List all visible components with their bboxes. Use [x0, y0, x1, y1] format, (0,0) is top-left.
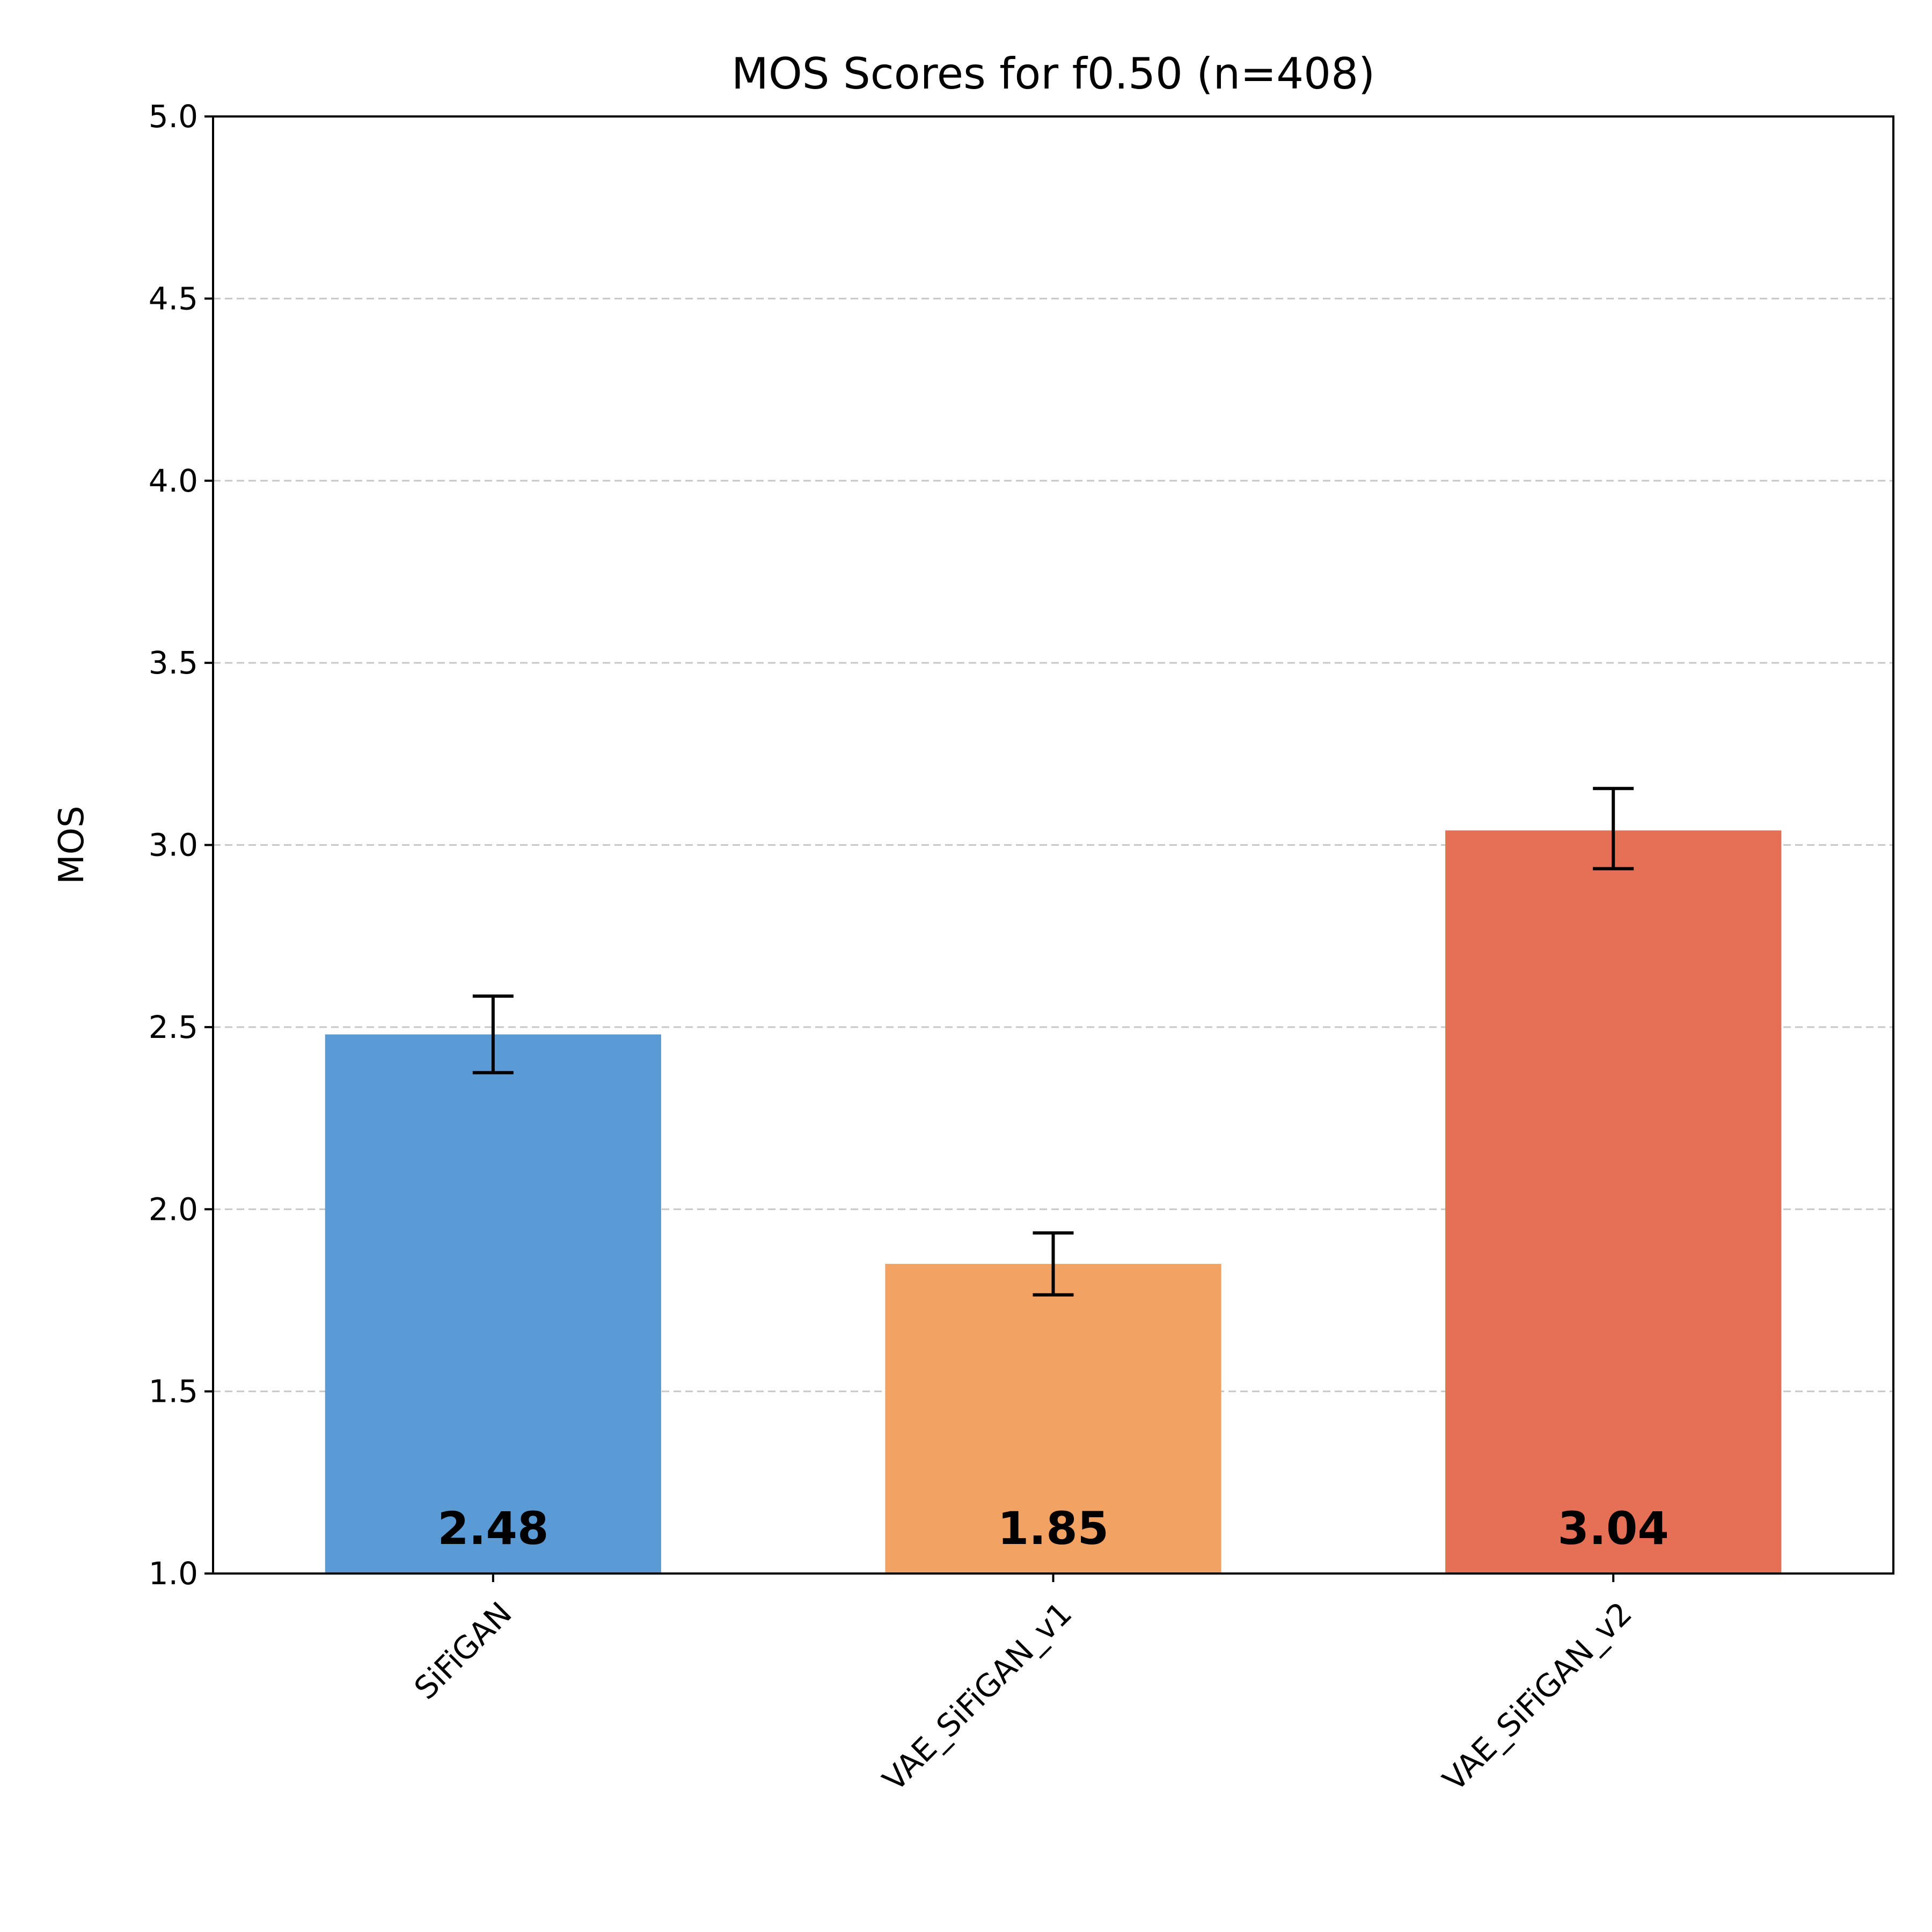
bar-vae-sifigan-v2 — [1445, 830, 1782, 1574]
bar-sifigan — [325, 1034, 661, 1574]
error-bar — [1593, 787, 1634, 870]
value-labels: 2.48 1.85 3.04 — [437, 1502, 1669, 1555]
x-tick-label: SiFiGAN — [407, 1595, 519, 1707]
y-tick-label: 3.5 — [149, 645, 198, 681]
value-label: 1.85 — [998, 1502, 1109, 1555]
x-tick-label: VAE_SiFiGAN_v1 — [876, 1595, 1079, 1798]
bar-vae-sifigan-v1 — [885, 1264, 1221, 1574]
y-tick-label: 1.5 — [149, 1373, 198, 1410]
y-tick-label: 3.0 — [149, 827, 198, 863]
y-tick-label: 5.0 — [149, 98, 198, 135]
y-ticks: 1.0 1.5 2.0 2.5 3.0 3.5 4.0 4.5 5.0 — [149, 98, 213, 1592]
bars — [325, 830, 1782, 1574]
y-tick-label: 2.5 — [149, 1009, 198, 1045]
error-bar — [472, 994, 514, 1074]
error-bar — [1033, 1231, 1074, 1297]
value-label: 2.48 — [437, 1502, 548, 1555]
y-tick-label: 4.0 — [149, 463, 198, 499]
value-label: 3.04 — [1558, 1502, 1669, 1555]
error-bars — [472, 787, 1634, 1297]
y-tick-label: 2.0 — [149, 1191, 198, 1227]
y-axis-label: MOS — [52, 806, 92, 884]
y-tick-label: 1.0 — [149, 1555, 198, 1592]
x-ticks: SiFiGAN VAE_SiFiGAN_v1 VAE_SiFiGAN_v2 — [407, 1574, 1639, 1798]
x-tick-label: VAE_SiFiGAN_v2 — [1436, 1595, 1639, 1798]
chart-title: MOS Scores for f0.50 (n=408) — [731, 49, 1375, 99]
y-tick-label: 4.5 — [149, 280, 198, 317]
